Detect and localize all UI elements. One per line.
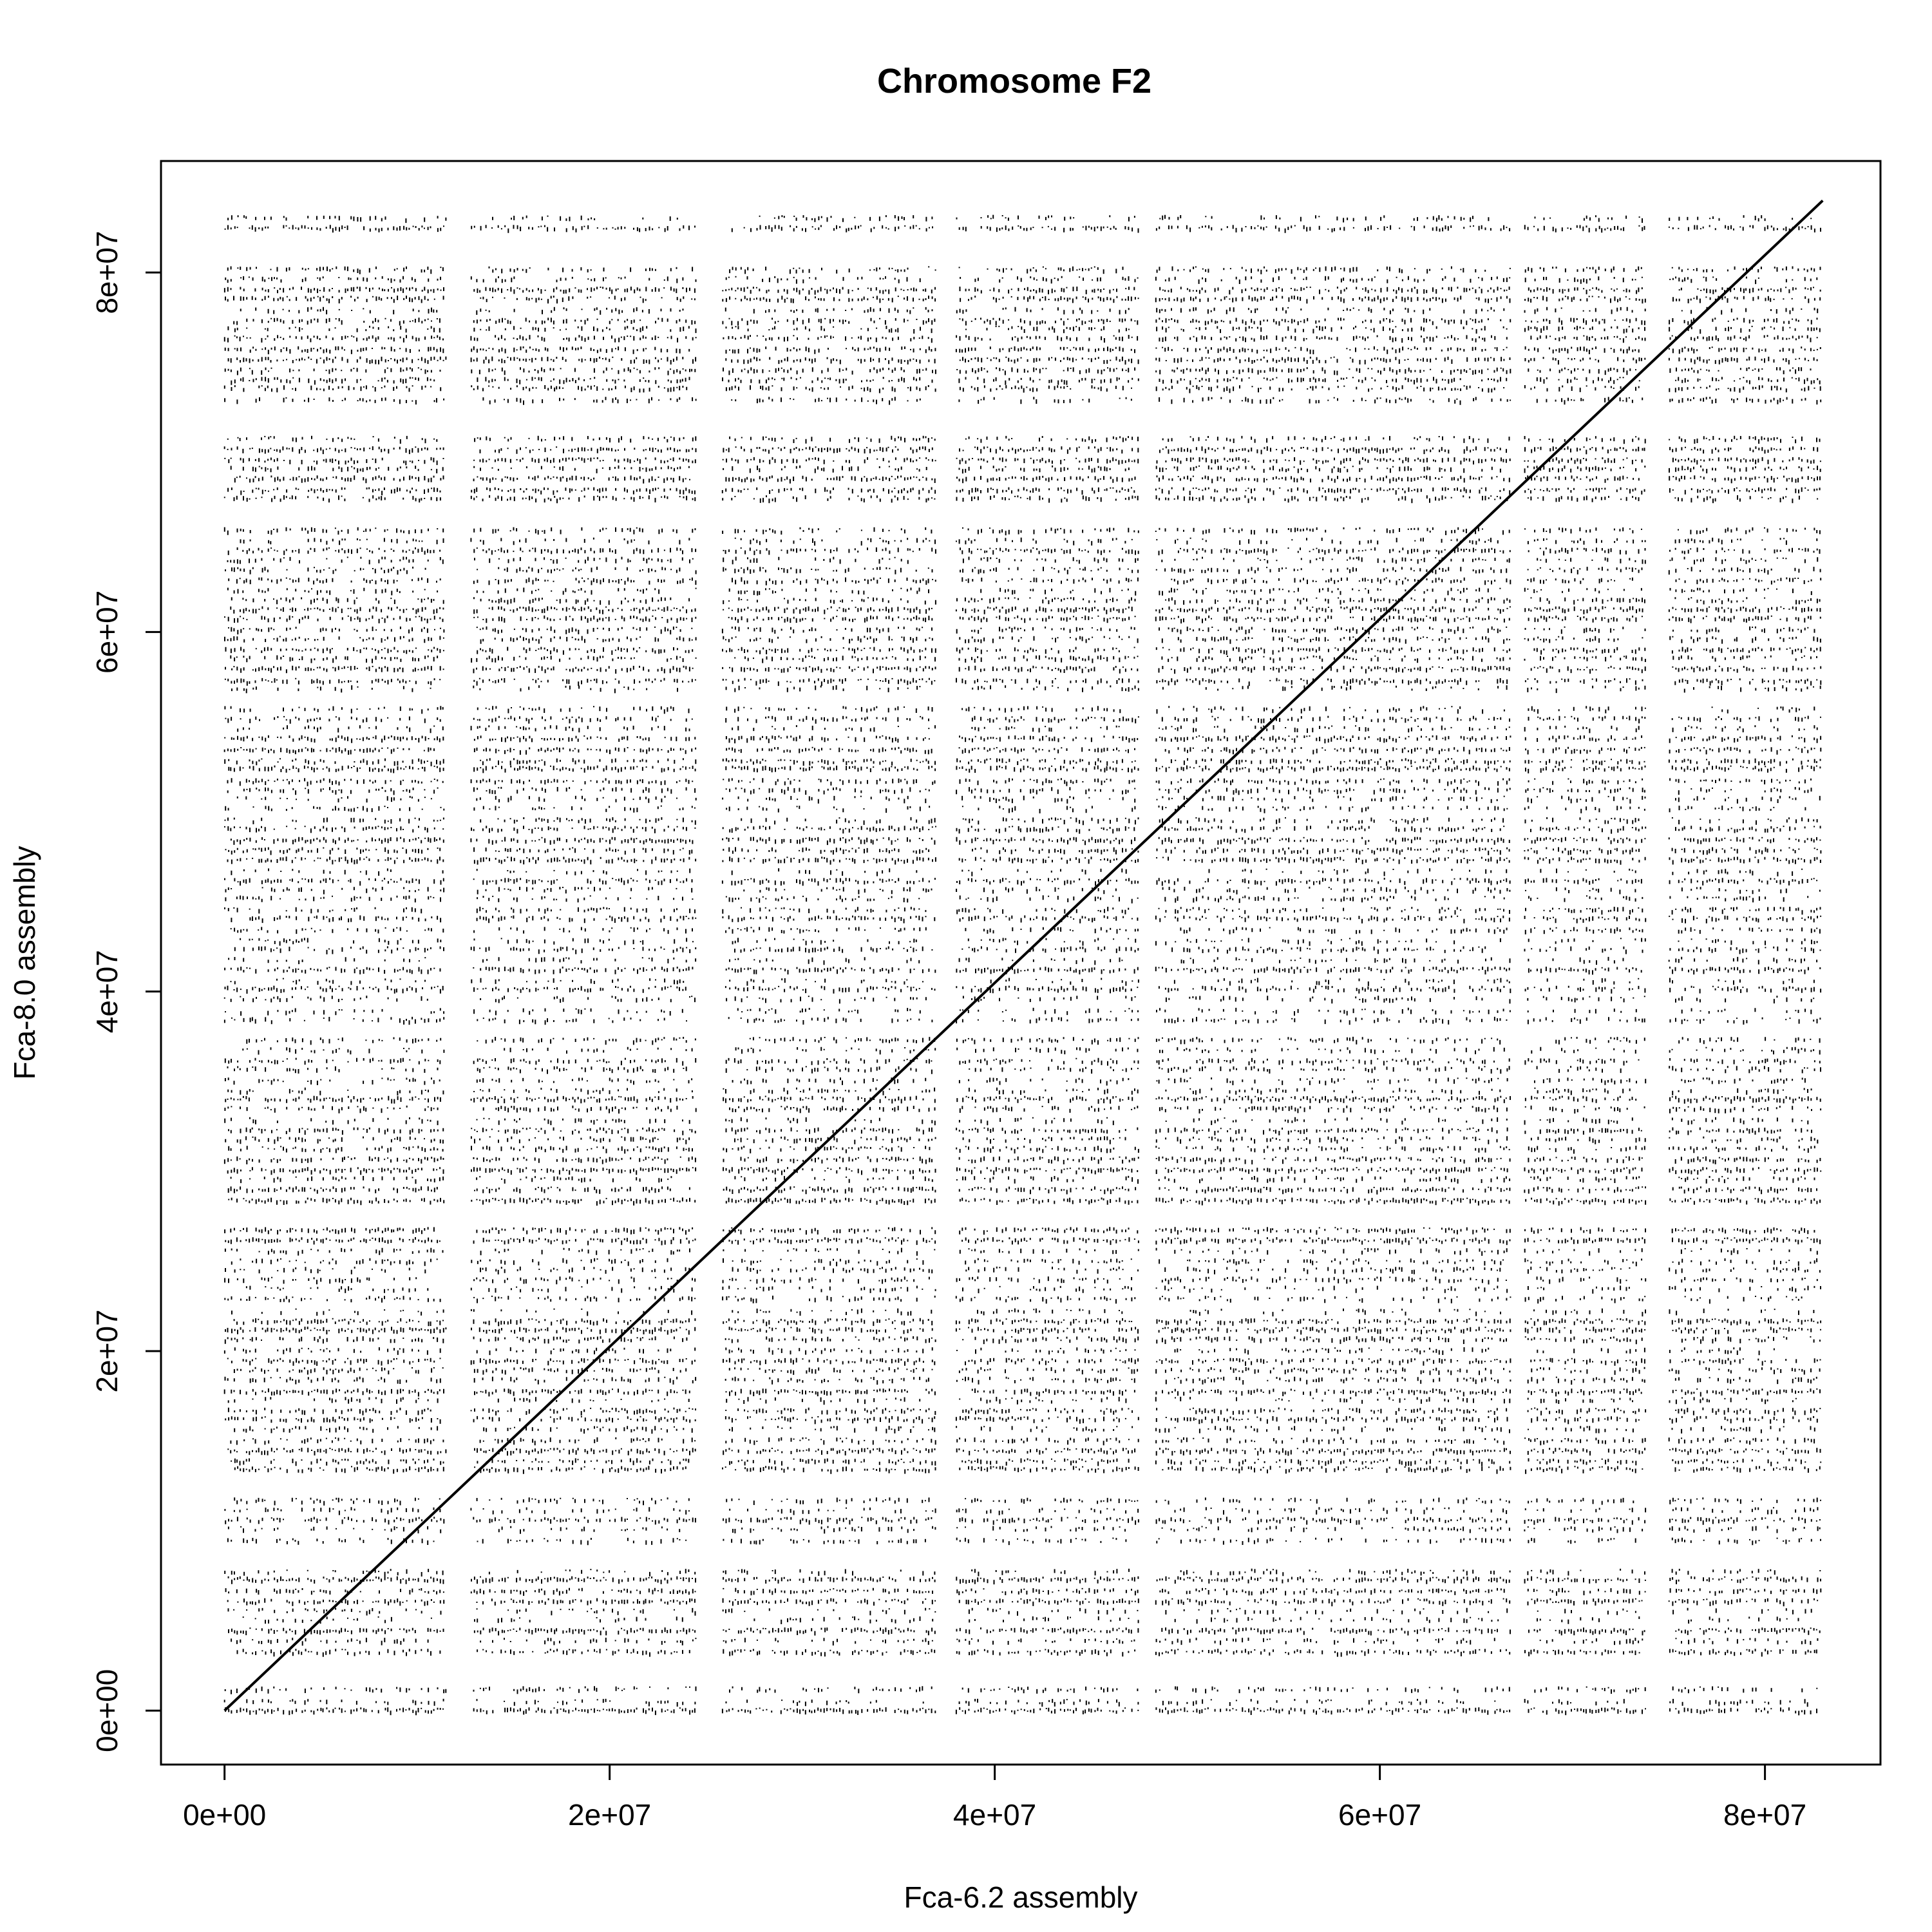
diagonal-line [223, 199, 1824, 1712]
y-tick-label: 2e+07 [90, 1309, 124, 1392]
y-axis-label: Fca-8.0 assembly [8, 846, 41, 1079]
y-tick-label: 8e+07 [90, 231, 124, 314]
y-tick-label: 4e+07 [90, 950, 124, 1033]
x-tick-label: 6e+07 [1338, 1798, 1421, 1832]
x-tick-label: 2e+07 [568, 1798, 651, 1832]
y-axis: 0e+00 2e+07 4e+07 6e+07 8e+07 [90, 231, 162, 1752]
x-tick-label: 4e+07 [953, 1798, 1036, 1832]
x-axis: 0e+00 2e+07 4e+07 6e+07 8e+07 [183, 1763, 1806, 1832]
synteny-diagonal [223, 199, 1824, 1712]
y-tick-label: 0e+00 [90, 1669, 124, 1752]
y-tick-label: 6e+07 [90, 591, 124, 674]
x-tick-label: 0e+00 [183, 1798, 266, 1832]
chart-title: Chromosome F2 [877, 62, 1151, 100]
x-axis-label: Fca-6.2 assembly [904, 1880, 1137, 1914]
x-tick-label: 8e+07 [1723, 1798, 1806, 1832]
